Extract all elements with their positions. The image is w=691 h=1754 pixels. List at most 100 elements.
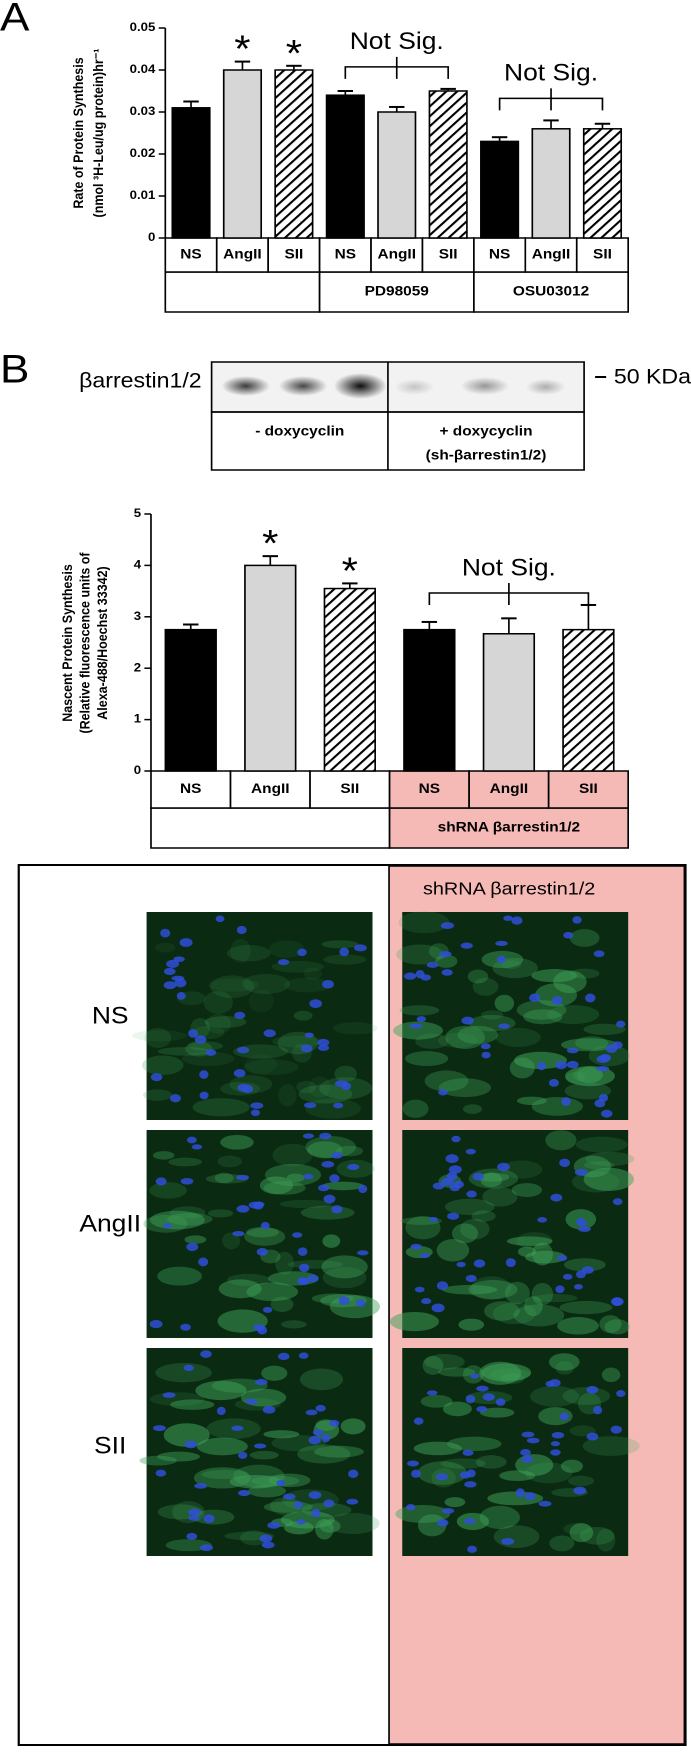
- nucleus: [473, 1259, 486, 1268]
- cell-body: [524, 1296, 543, 1317]
- cell-body: [280, 1320, 307, 1329]
- nucleus: [586, 1385, 599, 1394]
- cell-body: [531, 1282, 554, 1306]
- nucleus: [461, 1016, 474, 1025]
- cell-body: [402, 1099, 429, 1118]
- bar: [480, 140, 520, 239]
- nucleus: [555, 1060, 568, 1070]
- cell-body: [264, 1163, 322, 1187]
- y-tick-label: 5: [134, 507, 141, 520]
- nucleus: [153, 1425, 166, 1432]
- nucleus: [612, 1297, 622, 1306]
- cell-body: [404, 1051, 449, 1067]
- cell-body: [545, 1130, 577, 1151]
- nucleus: [277, 959, 290, 966]
- nucleus: [302, 1133, 315, 1139]
- cell-body: [489, 1368, 531, 1381]
- x-tick-label: NS: [419, 782, 441, 797]
- nucleus: [339, 947, 350, 957]
- y-axis-label: (nmol ³H-Leu/ug protein)hr⁻¹: [90, 49, 106, 218]
- row-label: AngII: [79, 1210, 141, 1237]
- nucleus: [307, 1274, 319, 1283]
- cell-body: [557, 1317, 599, 1335]
- cell-body: [208, 978, 259, 992]
- nucleus: [312, 1429, 324, 1436]
- nucleus: [166, 959, 180, 968]
- group-label: PD98059: [365, 284, 429, 299]
- nucleus: [576, 1270, 586, 1279]
- nucleus: [299, 1263, 310, 1273]
- nucleus: [439, 950, 452, 958]
- nucleus: [593, 950, 605, 958]
- cell-body: [192, 1098, 250, 1117]
- x-tick-label: AngII: [223, 247, 262, 262]
- nucleus: [436, 1281, 449, 1291]
- nucleus: [420, 974, 431, 981]
- nucleus: [347, 1163, 360, 1171]
- cell-body: [569, 1523, 594, 1543]
- group-cell: [473, 271, 630, 313]
- nucleus: [297, 1277, 310, 1286]
- nucleus: [259, 1534, 273, 1543]
- nucleus: [548, 1079, 559, 1087]
- nucleus: [441, 1177, 454, 1186]
- nucleus: [333, 1102, 344, 1109]
- cell-body: [230, 938, 251, 963]
- cell-body: [399, 1005, 440, 1016]
- cell-body: [417, 1461, 468, 1485]
- y-tick-label: 0.04: [130, 63, 156, 76]
- cell-body: [152, 1151, 175, 1160]
- nucleus: [610, 1425, 622, 1434]
- cell-body: [435, 954, 458, 968]
- nucleus: [438, 1089, 448, 1096]
- nucleus: [180, 1177, 194, 1185]
- cell-body: [492, 957, 538, 979]
- nucleus: [431, 1303, 445, 1313]
- cell-body: [420, 1394, 453, 1408]
- bar: [582, 128, 623, 239]
- nucleus: [150, 1073, 163, 1082]
- significance-star: *: [342, 550, 358, 592]
- category-cell: [267, 237, 321, 273]
- cell-body: [575, 1136, 628, 1153]
- cell-body: [157, 1047, 211, 1056]
- nucleus: [232, 1230, 245, 1237]
- nucleus: [426, 962, 439, 968]
- cell-body: [322, 1181, 364, 1191]
- nucleus: [331, 1151, 343, 1159]
- nucleus: [169, 1094, 181, 1103]
- nucleus: [348, 1469, 359, 1478]
- nucleus: [292, 1232, 303, 1238]
- nucleus: [355, 1299, 366, 1308]
- x-tick-label: AngII: [532, 247, 571, 262]
- cell-body: [155, 1362, 212, 1383]
- nucleus: [599, 1093, 609, 1102]
- y-axis-label: (Relative fluorescence units of: [77, 552, 93, 734]
- cell-body: [513, 1304, 565, 1327]
- nucleus: [555, 1285, 565, 1294]
- cell-body: [468, 1280, 518, 1300]
- nucleus: [451, 1135, 461, 1143]
- cell-body: [569, 968, 600, 979]
- x-tick-label: AngII: [490, 782, 529, 797]
- cell-body: [560, 1459, 583, 1473]
- nucleus: [305, 1409, 318, 1416]
- cell-body: [509, 1057, 535, 1079]
- cell-body: [535, 983, 578, 1007]
- nucleus: [261, 1541, 275, 1549]
- nucleus: [442, 1508, 455, 1514]
- cell-body: [422, 1355, 444, 1375]
- nucleus: [250, 1102, 264, 1109]
- nucleus: [203, 1514, 215, 1524]
- category-cell: [318, 237, 372, 273]
- nucleus: [308, 1491, 322, 1499]
- cell-body: [163, 1423, 210, 1447]
- cell-body: [480, 1010, 504, 1020]
- cell-body: [477, 1172, 510, 1182]
- nucleus: [480, 1043, 491, 1050]
- nucleus: [465, 1274, 477, 1283]
- cell-body: [207, 1209, 234, 1218]
- cell-body: [157, 1266, 202, 1286]
